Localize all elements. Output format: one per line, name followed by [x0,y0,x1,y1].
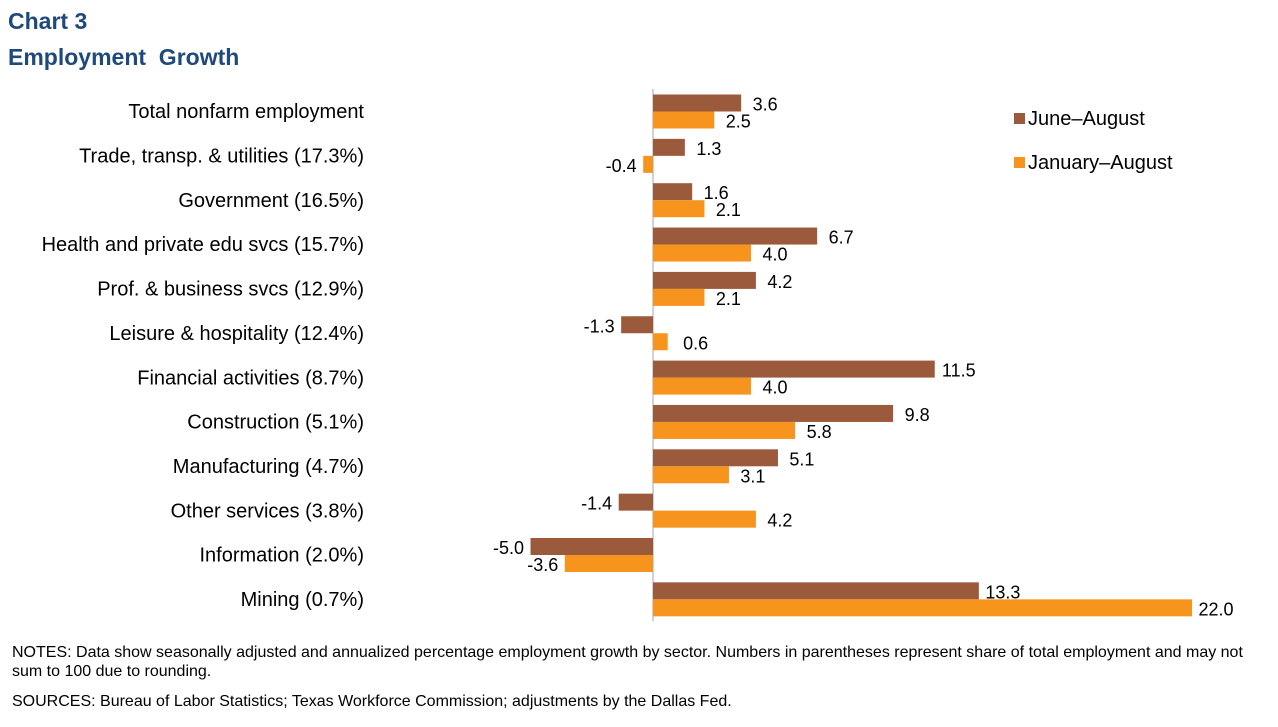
legend-label: January–August [1028,152,1173,174]
bar-january-august [653,244,751,262]
category-label: Total nonfarm employment [128,101,364,123]
category-label: Information (2.0%) [199,545,364,567]
data-label: 4.2 [767,511,792,531]
category-labels: Total nonfarm employment Trade, transp. &… [42,101,365,611]
data-label: 6.7 [829,228,854,248]
category-label: Construction (5.1%) [187,412,364,434]
category-label: Health and private edu svcs (15.7%) [42,234,364,256]
data-label: -1.3 [584,316,615,336]
bar-january-august [653,333,668,351]
data-label: 9.8 [905,405,930,425]
data-label: -3.6 [527,555,558,575]
bar-january-august [653,200,705,218]
bar-january-august [653,111,715,129]
category-label: Manufacturing (4.7%) [173,456,364,478]
bar-june-august [653,449,778,467]
bar-january-august [653,288,705,306]
data-label: -5.0 [493,538,524,558]
data-label: 4.0 [762,245,787,265]
chart-title: Employment Growth [8,44,240,70]
data-label: 1.3 [696,139,721,159]
bar-january-august [653,510,756,528]
data-label: 22.0 [1198,599,1233,619]
bar-chart: Total nonfarm employment Trade, transp. &… [42,89,1234,622]
bars-layer [530,89,1192,622]
data-label: 2.1 [716,200,741,220]
data-label: 2.5 [726,112,751,132]
bar-june-august [653,138,685,156]
data-label: 1.6 [704,183,729,203]
data-label: 13.3 [985,582,1020,602]
data-label: -1.4 [581,494,612,514]
bar-january-august [653,377,751,395]
category-label: Leisure & hospitality (12.4%) [109,323,364,345]
chart-number: Chart 3 [8,8,88,34]
bar-june-august [653,582,979,600]
legend-swatch [1014,113,1025,124]
data-label: 3.1 [740,466,765,486]
bar-june-august [653,360,935,378]
category-label: Financial activities (8.7%) [137,367,364,389]
bar-january-august [653,421,796,439]
bar-june-august [653,227,818,245]
bar-june-august [653,271,756,289]
bar-january-august [653,599,1192,617]
legend-swatch [1014,157,1025,168]
data-label: 4.2 [767,272,792,292]
bar-june-august [530,538,653,555]
bar-june-august [618,493,653,511]
bar-june-august [653,183,693,201]
data-label: 4.0 [762,378,787,398]
category-label: Other services (3.8%) [171,500,364,522]
notes-text: NOTES: Data show seasonally adjusted and… [12,644,1243,680]
bar-january-august [643,155,653,173]
data-label: -0.4 [606,156,637,176]
bar-june-august [621,316,653,334]
category-label: Mining (0.7%) [241,589,364,611]
legend-label: June–August [1028,108,1145,130]
data-label: 5.8 [807,422,832,442]
bar-january-august [653,466,729,484]
data-label: 2.1 [716,289,741,309]
legend: June–August January–August [1014,108,1173,174]
sources-text: SOURCES: Bureau of Labor Statistics; Tex… [12,693,732,710]
bar-june-august [653,94,742,112]
data-label: 5.1 [789,449,814,469]
data-label: 3.6 [753,95,778,115]
bar-january-august [564,555,653,572]
data-label: 0.6 [683,333,708,353]
category-label: Government (16.5%) [178,190,364,212]
value-labels: 3.62.51.3-0.41.62.16.74.04.22.1-1.30.611… [493,95,1234,620]
category-label: Prof. & business svcs (12.9%) [97,279,364,301]
data-label: 11.5 [942,361,976,381]
bar-june-august [653,404,894,422]
category-label: Trade, transp. & utilities (17.3%) [79,146,364,168]
